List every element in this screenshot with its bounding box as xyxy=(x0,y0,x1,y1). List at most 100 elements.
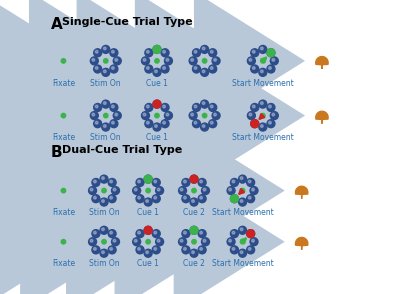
Circle shape xyxy=(163,50,166,53)
Circle shape xyxy=(250,187,258,195)
Circle shape xyxy=(143,113,146,116)
Circle shape xyxy=(138,248,140,250)
Circle shape xyxy=(202,102,205,104)
Circle shape xyxy=(248,196,251,199)
Circle shape xyxy=(90,188,93,191)
Circle shape xyxy=(230,230,238,238)
Circle shape xyxy=(240,188,245,193)
Circle shape xyxy=(230,195,238,203)
Circle shape xyxy=(100,198,108,206)
Circle shape xyxy=(270,112,278,120)
Circle shape xyxy=(88,238,96,246)
Circle shape xyxy=(240,200,243,203)
Text: Stim On: Stim On xyxy=(89,259,119,268)
Circle shape xyxy=(259,46,267,54)
Circle shape xyxy=(113,239,116,242)
Circle shape xyxy=(153,46,161,54)
Circle shape xyxy=(249,113,252,116)
Circle shape xyxy=(102,177,104,180)
Circle shape xyxy=(238,226,246,234)
Circle shape xyxy=(240,251,243,254)
Circle shape xyxy=(209,103,217,111)
Circle shape xyxy=(154,125,157,128)
Circle shape xyxy=(163,105,166,108)
Circle shape xyxy=(103,70,106,73)
Text: Cue 1: Cue 1 xyxy=(137,208,159,217)
Circle shape xyxy=(268,121,271,124)
Circle shape xyxy=(112,50,114,53)
Circle shape xyxy=(250,238,258,246)
Circle shape xyxy=(182,195,190,203)
Circle shape xyxy=(154,70,157,73)
Circle shape xyxy=(108,178,116,186)
Circle shape xyxy=(184,248,186,250)
Circle shape xyxy=(112,238,120,246)
Circle shape xyxy=(90,239,93,242)
Circle shape xyxy=(252,121,255,124)
Circle shape xyxy=(94,49,102,57)
Circle shape xyxy=(146,121,149,124)
Circle shape xyxy=(191,113,194,116)
Circle shape xyxy=(251,103,259,111)
Circle shape xyxy=(180,239,183,242)
Circle shape xyxy=(100,249,108,257)
Circle shape xyxy=(267,49,275,57)
Circle shape xyxy=(230,195,238,203)
Circle shape xyxy=(260,47,263,50)
Text: Start Movement: Start Movement xyxy=(232,78,294,88)
Circle shape xyxy=(144,226,152,234)
Circle shape xyxy=(227,238,235,246)
Circle shape xyxy=(154,248,157,250)
Circle shape xyxy=(143,59,146,61)
Circle shape xyxy=(108,230,116,238)
Circle shape xyxy=(113,188,116,191)
Circle shape xyxy=(110,248,112,250)
Circle shape xyxy=(92,59,95,61)
Circle shape xyxy=(252,50,255,53)
Circle shape xyxy=(247,57,255,65)
Circle shape xyxy=(202,47,205,50)
Circle shape xyxy=(209,120,217,128)
Circle shape xyxy=(192,65,200,73)
Circle shape xyxy=(201,69,208,76)
Circle shape xyxy=(251,120,259,128)
Circle shape xyxy=(249,59,252,61)
Circle shape xyxy=(247,246,255,254)
Circle shape xyxy=(252,239,254,242)
Circle shape xyxy=(154,102,157,104)
Circle shape xyxy=(153,100,161,108)
Circle shape xyxy=(110,65,118,73)
Text: Fixate: Fixate xyxy=(52,78,75,88)
Circle shape xyxy=(92,195,100,203)
Circle shape xyxy=(194,67,197,69)
Circle shape xyxy=(154,231,157,234)
Circle shape xyxy=(102,251,104,254)
Circle shape xyxy=(88,187,96,195)
Text: Single-Cue Trial Type: Single-Cue Trial Type xyxy=(62,17,192,27)
Circle shape xyxy=(251,65,259,73)
Circle shape xyxy=(102,100,110,108)
Circle shape xyxy=(108,246,116,254)
Circle shape xyxy=(154,180,157,183)
Circle shape xyxy=(180,188,183,191)
Circle shape xyxy=(232,196,235,199)
Circle shape xyxy=(164,112,172,120)
Circle shape xyxy=(267,49,275,57)
Circle shape xyxy=(178,238,186,246)
Circle shape xyxy=(110,120,118,128)
Circle shape xyxy=(200,248,202,250)
Circle shape xyxy=(133,238,141,246)
Text: Dual-Cue Trial Type: Dual-Cue Trial Type xyxy=(62,145,182,155)
Circle shape xyxy=(144,249,152,257)
Circle shape xyxy=(192,103,200,111)
Circle shape xyxy=(161,49,169,57)
Circle shape xyxy=(142,57,150,65)
Circle shape xyxy=(95,50,98,53)
Circle shape xyxy=(153,123,161,131)
Text: Cue 2: Cue 2 xyxy=(183,259,205,268)
Circle shape xyxy=(92,246,100,254)
Circle shape xyxy=(261,59,265,63)
Circle shape xyxy=(154,196,157,199)
Circle shape xyxy=(190,249,198,257)
Circle shape xyxy=(182,230,190,238)
